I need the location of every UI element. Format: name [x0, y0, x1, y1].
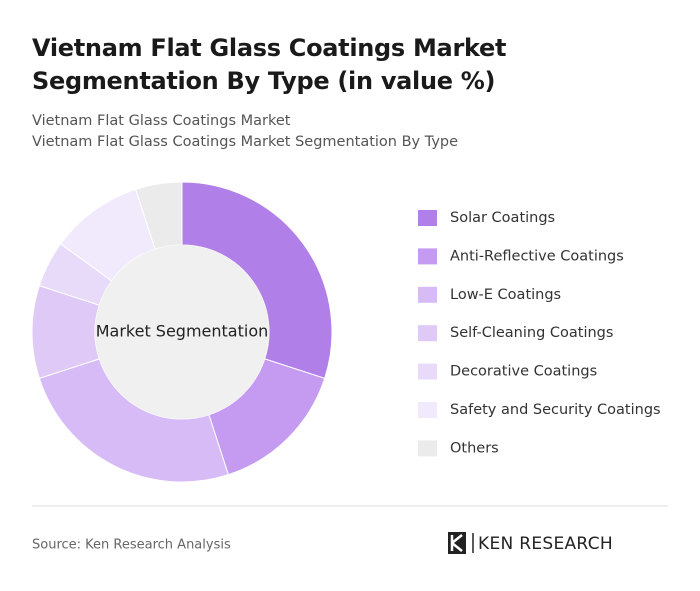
brand-name: KEN RESEARCH — [478, 534, 613, 554]
legend-label: Low-E Coatings — [450, 287, 561, 303]
legend-label: Safety and Security Coatings — [450, 402, 661, 418]
legend-label: Self-Cleaning Coatings — [450, 325, 613, 341]
legend-label: Solar Coatings — [450, 210, 555, 226]
legend-swatch — [418, 248, 437, 265]
legend-swatch — [418, 440, 437, 457]
source: Source: Ken Research Analysis — [32, 538, 231, 553]
brand-logo: KEN RESEARCH — [448, 532, 613, 554]
chart-title: Vietnam Flat Glass Coatings Market Segme… — [32, 34, 507, 95]
donut-hole — [95, 245, 269, 419]
legend-swatch — [418, 402, 437, 418]
legend-swatch — [418, 210, 437, 226]
legend-swatch — [418, 363, 437, 380]
center-label: Market Segmentation — [96, 322, 269, 341]
subtitle: Vietnam Flat Glass Coatings Market Segme… — [32, 134, 459, 150]
legend-swatch — [418, 286, 437, 303]
subtitle: Vietnam Flat Glass Coatings Market — [32, 113, 291, 129]
legend-label: Others — [450, 440, 499, 456]
legend-label: Anti-Reflective Coatings — [450, 248, 624, 264]
legend-label: Decorative Coatings — [450, 364, 597, 380]
legend-swatch — [418, 325, 437, 342]
